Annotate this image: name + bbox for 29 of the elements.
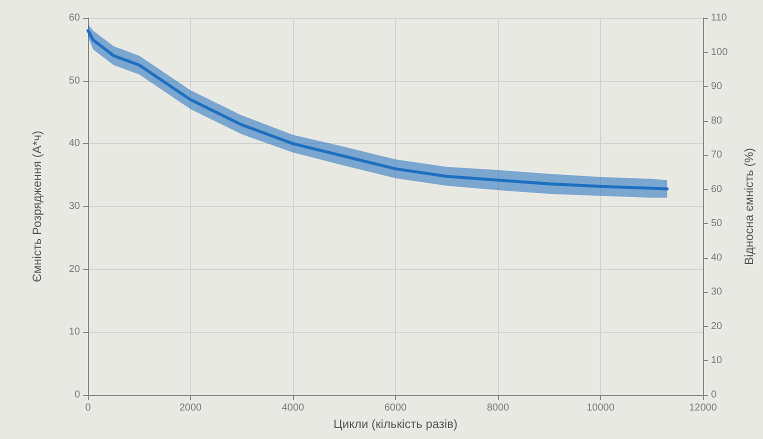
y-tick-label: 50 [68, 75, 80, 86]
y2-axis-title: Відносна ємність (%) [742, 148, 756, 266]
y2-tick-label: 0 [711, 390, 717, 400]
y-tick-label: 0 [74, 390, 80, 400]
y-axis-title: Ємність Розрядження (А*ч) [30, 130, 44, 282]
x-axis-title: Цикли (кількість разів) [334, 416, 458, 431]
x-tick-label: 2000 [179, 402, 202, 414]
y-tick-label: 20 [68, 264, 80, 275]
x-tick-label: 12000 [689, 402, 718, 414]
y-tick-label: 10 [68, 326, 80, 338]
y-tick-label: 60 [68, 12, 80, 24]
y2-tick-label: 10 [711, 355, 723, 366]
y2-tick-label: 90 [711, 81, 723, 92]
y2-tick-label: 100 [711, 46, 728, 58]
y2-tick-label: 60 [711, 184, 723, 195]
x-tick-label: 10000 [586, 402, 615, 414]
y-tick-label: 30 [68, 201, 80, 212]
x-tick-label: 6000 [384, 402, 408, 414]
x-tick-label: 8000 [486, 402, 510, 414]
y2-tick-label: 30 [711, 286, 723, 298]
y2-tick-label: 50 [711, 218, 723, 230]
y2-tick-label: 70 [711, 150, 723, 161]
y2-tick-label: 20 [711, 320, 723, 332]
y2-tick-label: 80 [711, 115, 723, 126]
y2-tick-label: 110 [711, 12, 728, 24]
y-tick-label: 40 [68, 138, 80, 150]
x-tick-label: 0 [85, 402, 92, 414]
y2-tick-label: 40 [711, 252, 723, 264]
x-tick-label: 4000 [282, 402, 305, 414]
